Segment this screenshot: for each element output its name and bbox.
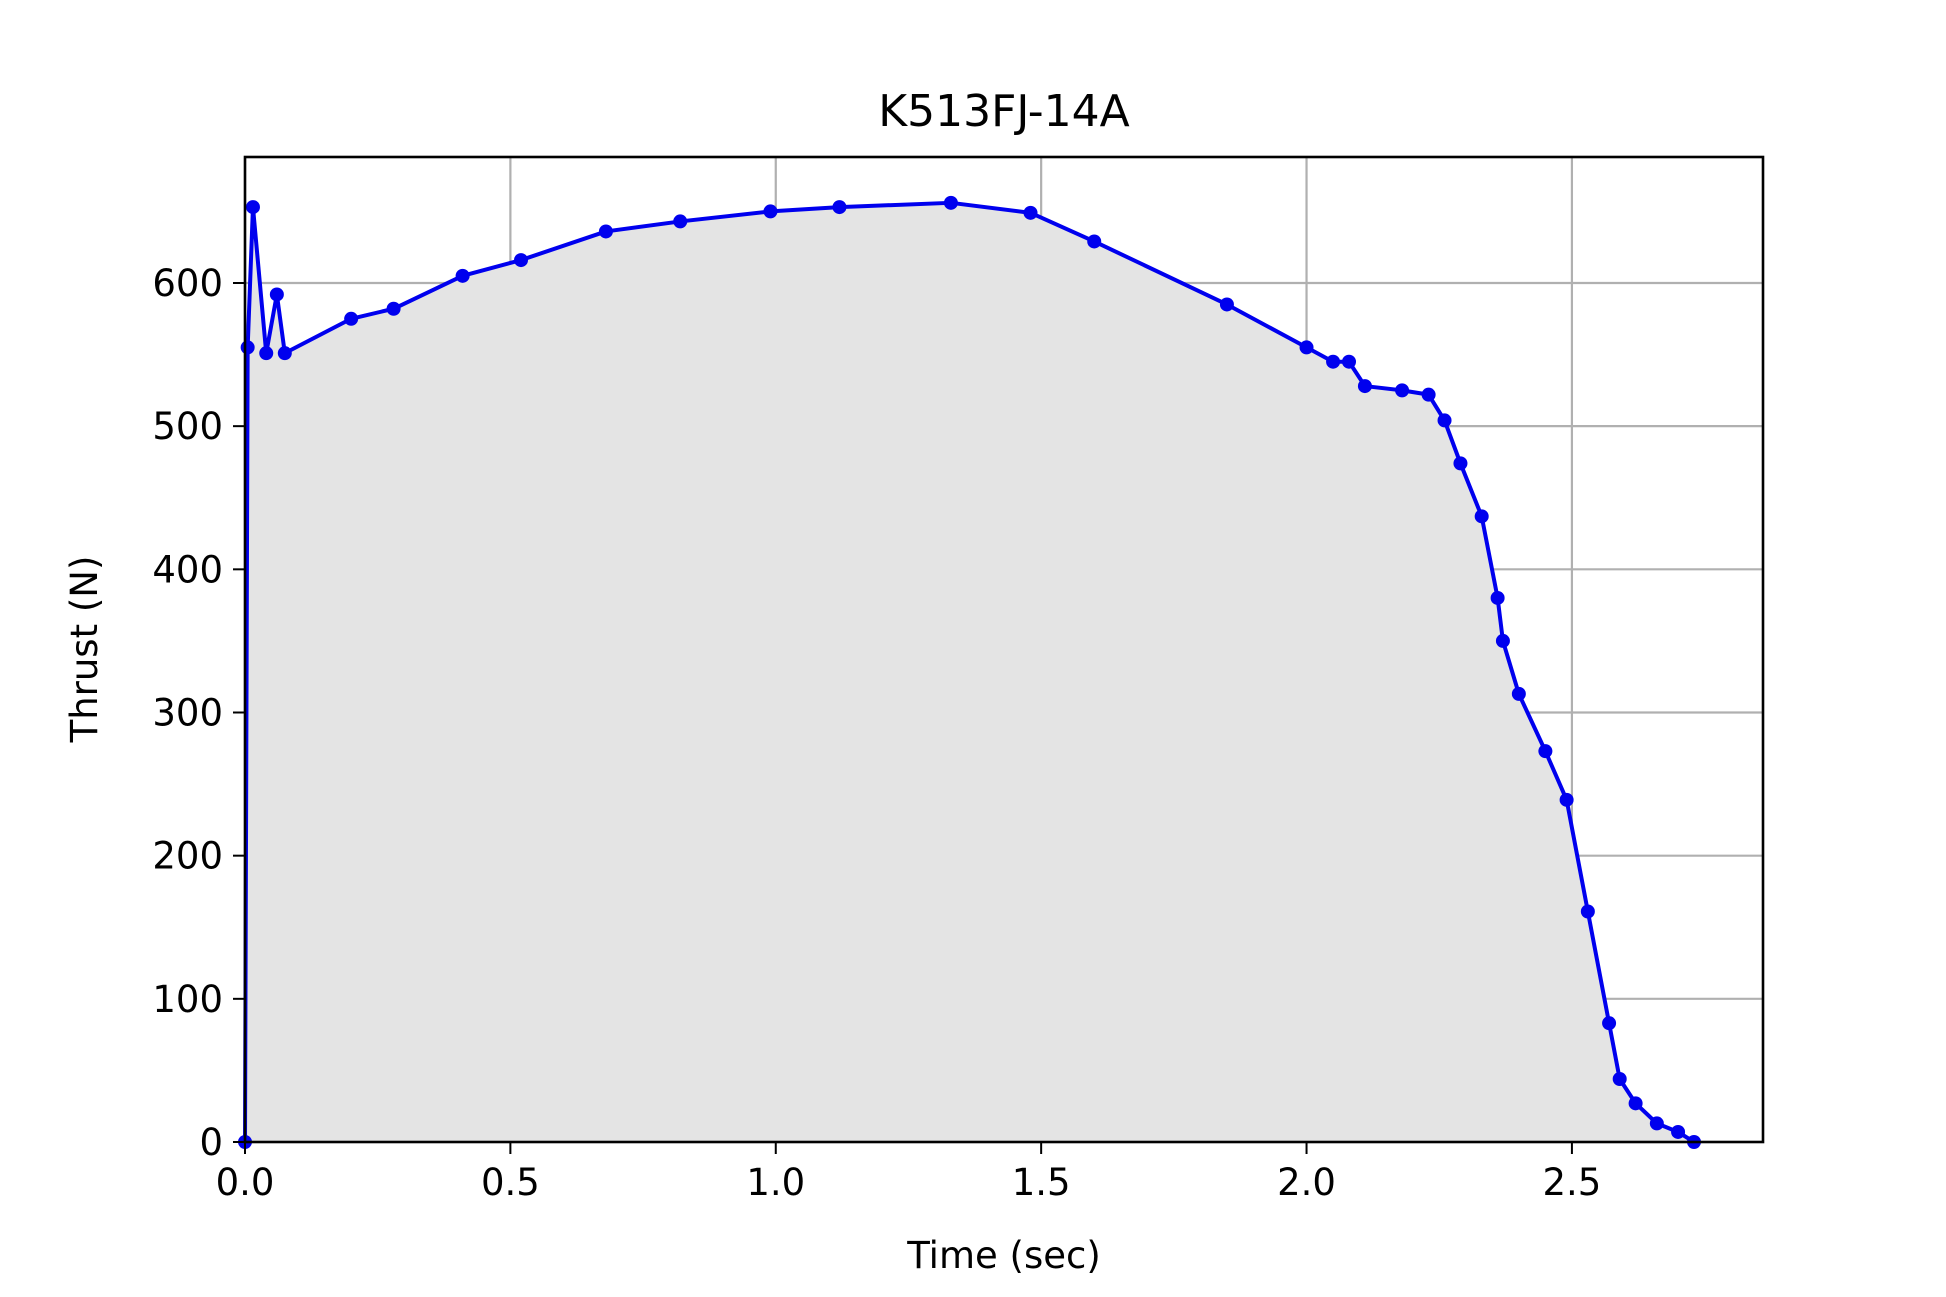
data-point [1511, 686, 1526, 701]
fill-area [245, 202, 1694, 1142]
data-point [1395, 383, 1410, 398]
data-point [943, 195, 958, 210]
data-point [673, 214, 688, 229]
data-point [1299, 340, 1314, 355]
x-tick-label: 1.0 [746, 1161, 805, 1204]
x-tick-label: 2.0 [1277, 1161, 1336, 1204]
data-point [1087, 234, 1102, 249]
data-point [277, 346, 292, 361]
data-point [1437, 413, 1452, 428]
y-tick-label: 600 [152, 262, 223, 305]
data-point [1421, 387, 1436, 402]
data-point [1602, 1016, 1617, 1031]
data-point [455, 268, 470, 283]
y-tick-label: 400 [152, 548, 223, 591]
data-point [1023, 205, 1038, 220]
x-tick-label: 1.5 [1012, 1161, 1071, 1204]
data-point [1538, 744, 1553, 759]
data-point [269, 287, 284, 302]
data-point [344, 311, 359, 326]
data-point [1326, 354, 1341, 369]
x-axis-label: Time (sec) [906, 1234, 1101, 1277]
data-point [1559, 792, 1574, 807]
plot-frame [243, 155, 1765, 1144]
data-point [1342, 354, 1356, 369]
data-point [245, 200, 260, 215]
data-point [832, 200, 847, 215]
y-tick-label: 200 [152, 835, 223, 878]
data-point [1671, 1124, 1686, 1139]
data-point [1612, 1072, 1627, 1087]
data-point [1357, 379, 1372, 394]
chart-title: K513FJ-14A [878, 86, 1130, 137]
x-tick-label: 0.5 [481, 1161, 540, 1204]
data-point [1219, 297, 1234, 312]
data-point [514, 253, 528, 268]
y-tick-label: 100 [152, 978, 223, 1021]
y-tick-label: 0 [199, 1121, 223, 1164]
x-tick-label: 0.0 [216, 1161, 275, 1204]
data-point [1474, 509, 1489, 524]
y-tick-label: 500 [152, 405, 223, 448]
data-point [1495, 633, 1510, 648]
data-point [598, 224, 613, 239]
data-point [259, 346, 274, 361]
y-axis: 0 100 200 300 400 500 600 [152, 262, 245, 1164]
data-point [1580, 904, 1595, 919]
series-markers [238, 195, 1701, 1149]
y-axis-label: Thrust (N) [63, 556, 106, 744]
x-axis: 0.0 0.5 1.0 1.5 2.0 2.5 [216, 1142, 1602, 1204]
y-tick-label: 300 [152, 691, 223, 734]
data-point [763, 204, 778, 219]
data-point [1628, 1096, 1643, 1111]
x-tick-label: 2.5 [1543, 1161, 1602, 1204]
data-point [1453, 456, 1468, 471]
data-point [386, 301, 401, 316]
data-point [240, 340, 255, 355]
thrust-fill [245, 202, 1694, 1142]
data-point [1649, 1116, 1664, 1131]
data-point [1490, 590, 1505, 605]
